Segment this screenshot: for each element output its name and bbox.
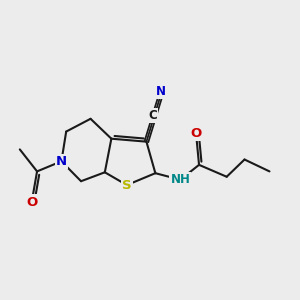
Text: S: S <box>122 178 132 192</box>
Text: N: N <box>155 85 165 98</box>
Text: NH: NH <box>170 173 190 186</box>
Text: O: O <box>190 127 202 140</box>
Text: C: C <box>148 109 157 122</box>
Text: N: N <box>56 155 67 168</box>
Text: O: O <box>26 196 37 208</box>
